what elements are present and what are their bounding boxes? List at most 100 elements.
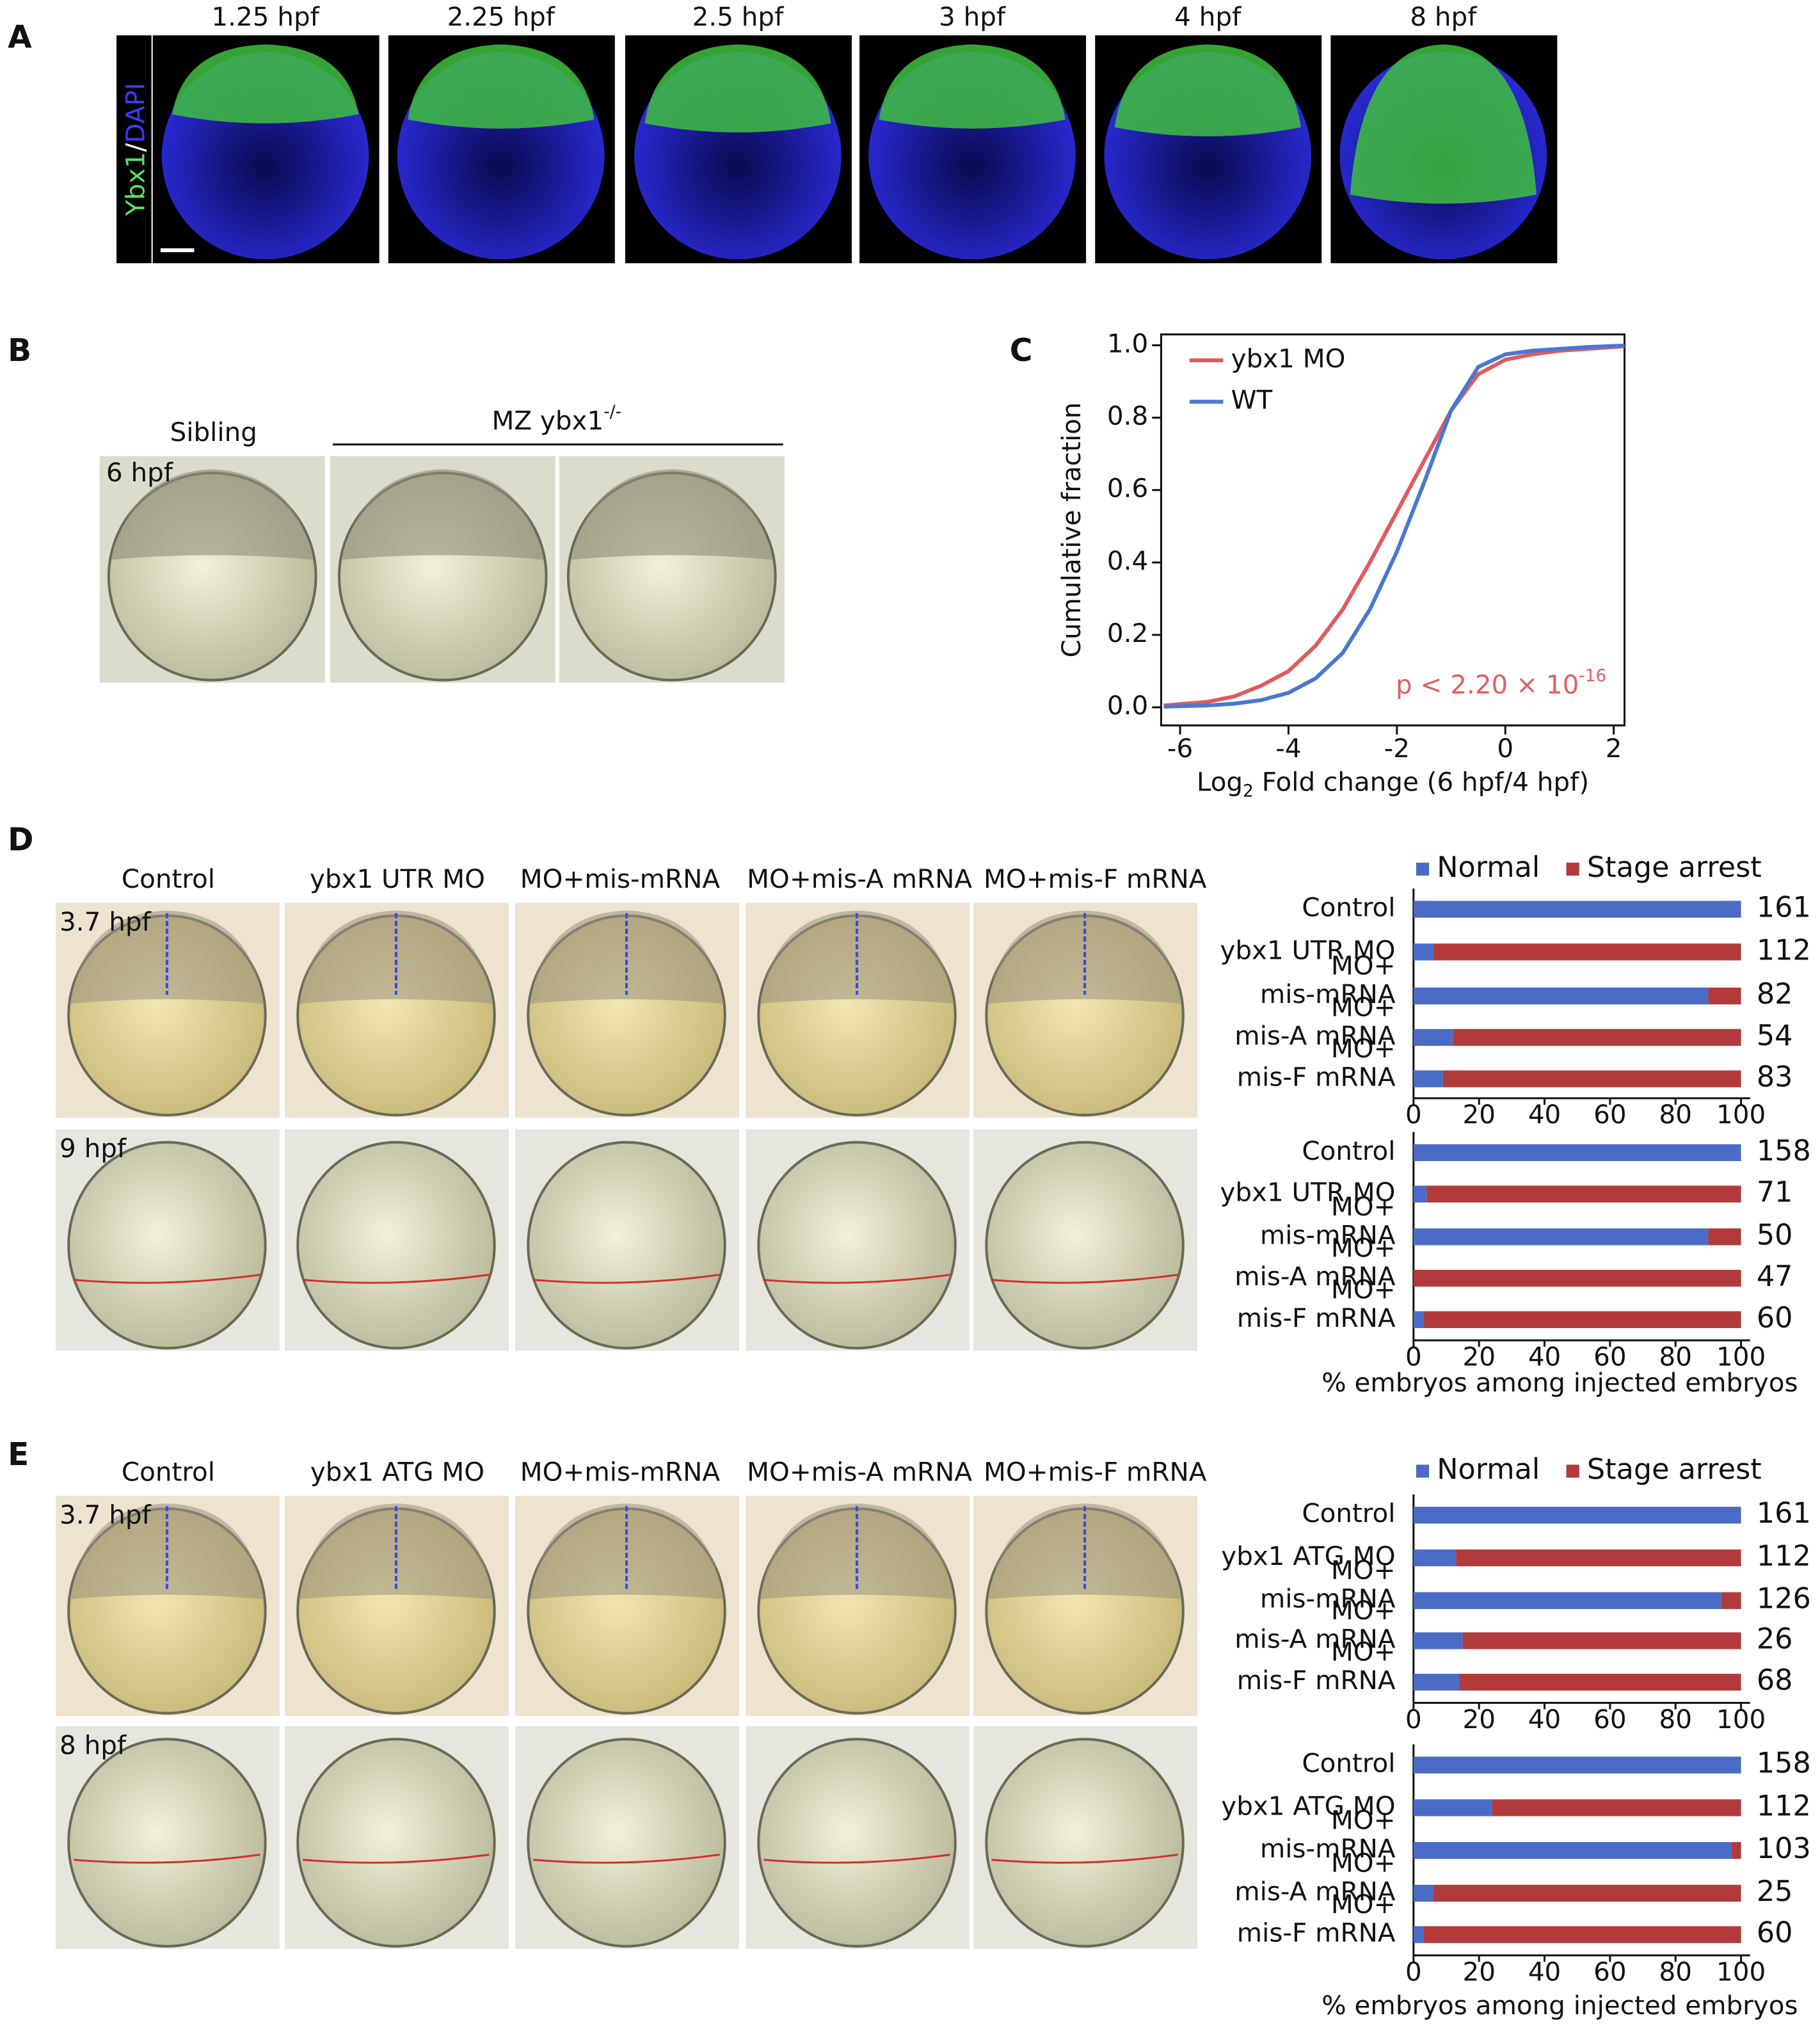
blastoderm: [299, 1503, 493, 1599]
margin-line: [991, 1854, 1178, 1864]
category-label: MO+: [1331, 950, 1396, 981]
x-axis-label: Log2 Fold change (6 hpf/4 hpf): [1197, 766, 1589, 801]
column-label: ybx1 UTR MO: [310, 863, 485, 894]
bar: [1433, 943, 1741, 961]
annotation: p < 2.20 × 10-16: [1396, 666, 1606, 700]
label-part: Fold change (6 hpf/4 hpf): [1254, 766, 1589, 797]
bar: [1413, 1841, 1732, 1859]
count-label: 47: [1757, 1260, 1793, 1293]
embryo: [67, 1141, 267, 1350]
margin-line: [763, 1854, 950, 1864]
images: [55, 35, 1558, 1949]
stage-label: 2.5 hpf: [692, 1, 784, 32]
group-label: MZ ybx1-/-: [492, 402, 622, 436]
x-tick-label: 100: [1716, 1341, 1766, 1372]
blastoderm: [111, 469, 314, 560]
bar: [1413, 1674, 1460, 1691]
label-part: 2: [1243, 782, 1254, 801]
category-label: mis-mRNA: [1260, 1833, 1396, 1864]
count-label: 54: [1757, 1020, 1793, 1052]
margin-line: [303, 1274, 490, 1284]
x-tick-label: 20: [1462, 1341, 1495, 1372]
x-tick-label: 40: [1528, 1704, 1561, 1735]
label-strip: [116, 35, 152, 264]
stage-label: 1.25 hpf: [211, 1, 319, 32]
embryo: [527, 1738, 726, 1948]
panel-label: D: [8, 822, 33, 858]
bar: [1731, 1841, 1741, 1859]
embryo: [757, 1738, 957, 1948]
bar: [1442, 1070, 1741, 1087]
embryo: [985, 1141, 1185, 1350]
count-label: 71: [1757, 1176, 1793, 1209]
x-tick-label: -6: [1167, 733, 1193, 764]
bar: [1462, 1632, 1741, 1649]
category-label: mis-mRNA: [1260, 1219, 1396, 1250]
category-label: MO+: [1331, 1889, 1396, 1920]
blastoderm: [987, 1503, 1182, 1599]
bar: [1413, 1756, 1741, 1774]
count-label: 25: [1757, 1875, 1793, 1908]
blastoderm: [1114, 44, 1301, 137]
category-label: ybx1 ATG MO: [1221, 1541, 1395, 1571]
margin-line: [533, 1854, 720, 1864]
bar: [1492, 1799, 1741, 1816]
category-label: mis-A mRNA: [1234, 1261, 1396, 1292]
y-tick-label: 0.8: [1107, 401, 1148, 431]
y-tick-label: 0.0: [1107, 690, 1148, 721]
category-label: mis-F mRNA: [1237, 1665, 1396, 1695]
stage-label: 8 hpf: [60, 1729, 127, 1760]
blastoderm: [172, 44, 359, 124]
panel-label: E: [8, 1437, 29, 1473]
legend-swatch: [1566, 862, 1579, 876]
bar: [1708, 1228, 1741, 1246]
bar: [1413, 1311, 1424, 1328]
count-label: 112: [1757, 1790, 1811, 1822]
x-tick-label: 40: [1528, 1341, 1561, 1372]
bar: [1413, 1185, 1427, 1203]
x-tick-label: 100: [1716, 1704, 1766, 1735]
category-label: mis-F mRNA: [1237, 1918, 1396, 1948]
category-label: MO+: [1331, 1033, 1396, 1064]
count-label: 68: [1757, 1664, 1793, 1697]
category-label: MO+: [1331, 1274, 1396, 1304]
legend-label: ybx1 MO: [1231, 343, 1346, 374]
blastoderm: [760, 1503, 954, 1599]
x-tick-label: -2: [1384, 733, 1410, 764]
stage-label: 3.7 hpf: [60, 906, 151, 937]
bar: [1413, 987, 1709, 1005]
column-label: Control: [122, 863, 215, 894]
x-tick-label: 80: [1659, 1341, 1692, 1372]
legend-label: Normal: [1437, 1453, 1540, 1486]
embryo: [527, 1141, 726, 1350]
annotation-text: p < 2.20 × 10: [1396, 669, 1579, 700]
bar: [1413, 1632, 1463, 1649]
x-tick-label: 100: [1716, 1956, 1766, 1987]
bar: [1413, 1507, 1741, 1524]
category-label: Control: [1302, 1498, 1395, 1528]
category-label: mis-F mRNA: [1237, 1062, 1396, 1093]
count-label: 60: [1757, 1917, 1793, 1950]
legend-label: Normal: [1437, 851, 1540, 884]
panel-label: A: [8, 19, 32, 55]
bar: [1413, 1228, 1709, 1246]
embryo: [296, 1738, 496, 1948]
x-tick-label: 0: [1405, 1341, 1422, 1372]
category-label: ybx1 ATG MO: [1221, 1790, 1395, 1821]
legend-swatch: [1566, 1464, 1579, 1478]
column-label: MO+mis-F mRNA: [984, 863, 1207, 894]
blastoderm: [879, 44, 1066, 129]
category-label: Control: [1302, 892, 1395, 923]
stage-label: 6 hpf: [106, 457, 173, 488]
margin-line: [74, 1854, 260, 1864]
bar: [1423, 1926, 1741, 1943]
category-label: mis-A mRNA: [1234, 1020, 1396, 1051]
stage-label: 9 hpf: [60, 1133, 127, 1164]
legend-label: WT: [1231, 385, 1273, 415]
bar: [1426, 1185, 1741, 1203]
count-label: 82: [1757, 978, 1793, 1011]
count-label: 83: [1757, 1061, 1793, 1094]
stage-label: 8 hpf: [1410, 1, 1477, 32]
bar: [1413, 901, 1741, 918]
count-label: 161: [1757, 1497, 1811, 1530]
